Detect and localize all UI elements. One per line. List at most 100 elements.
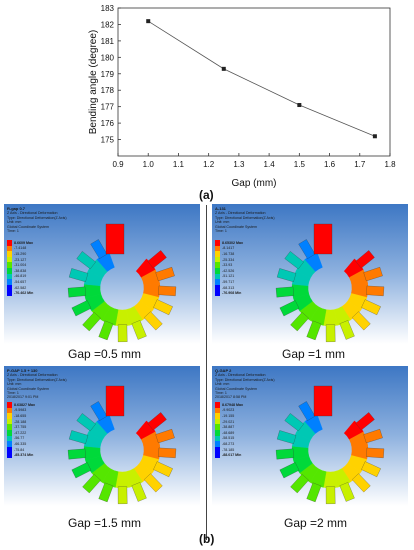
series-line — [148, 20, 376, 137]
legend-value: -37.755 — [14, 425, 27, 430]
legend-value: -9.5983 — [14, 408, 27, 413]
gear-tooth — [355, 250, 375, 269]
legend-swatch — [215, 413, 220, 419]
gear-tooth — [306, 320, 322, 341]
gear-tooth — [351, 473, 371, 493]
gear-tooth — [143, 311, 163, 331]
panel-info-line: Time: 1 — [7, 229, 19, 234]
legend-swatch — [7, 240, 12, 246]
legend-value: -23.127 — [14, 257, 27, 262]
legend-value: -54.657 — [14, 279, 27, 284]
legend-swatch — [7, 262, 12, 268]
x-tick-label: 1.1 — [173, 160, 185, 169]
legend-value: -7.4148 — [14, 246, 27, 251]
panel-info-line: Z Axis - Directional Deformation — [215, 211, 266, 216]
gear-tooth — [131, 320, 147, 340]
legend-row: -37.755 — [7, 424, 35, 430]
legend-row: -9.5983 — [7, 407, 35, 414]
legend-value: -8.1417 — [222, 246, 235, 251]
legend-value: -62.582 — [14, 285, 27, 290]
panel-info-line: Unit: mm — [7, 220, 22, 225]
panel-info-line: Time: 1 — [7, 391, 19, 396]
legend-row: 8.63827 Max — [7, 402, 35, 408]
legend-row: -70.462 Min — [7, 290, 33, 296]
gear-tooth — [290, 474, 309, 494]
legend-row: -31.004 — [7, 262, 33, 268]
panel-title: A-131 — [215, 206, 226, 211]
deformed-ring-model — [275, 223, 385, 342]
y-ticks: 175 176 177 178 179 180 181 182 183 — [101, 4, 121, 145]
legend-swatch — [7, 452, 12, 458]
legend-value: -78.185 — [222, 447, 235, 452]
gear-tooth — [158, 447, 177, 459]
gear-tooth — [90, 239, 108, 259]
x-tick-label: 1.6 — [324, 160, 336, 169]
panel-info-line: Type: Directional Deformation(Z Axis) — [215, 377, 275, 382]
legend-value: -48.689 — [222, 430, 235, 435]
legend-row: -48.689 — [215, 429, 243, 436]
legend-row: -38.838 — [7, 267, 33, 274]
legend-value: -46.819 — [14, 274, 27, 279]
gear-tooth — [155, 428, 175, 444]
legend-value: -85.374 Min — [14, 453, 34, 458]
gear-tooth — [284, 413, 304, 432]
legend-value: -31.004 — [14, 263, 27, 268]
gear-tooth — [90, 401, 108, 421]
legend-swatch — [7, 290, 12, 296]
legend-row: -16.738 — [215, 251, 243, 257]
legend-row: -62.582 — [7, 284, 33, 291]
legend-value: -38.838 — [14, 268, 27, 273]
deformed-ring-model — [67, 385, 177, 504]
panel-info-line: Type: Directional Deformation(Z Axis) — [215, 215, 275, 220]
gear-tooth — [117, 486, 128, 504]
fixed-block — [313, 385, 333, 417]
legend-value: -18.655 — [14, 413, 27, 418]
x-tick-label: 1.8 — [384, 160, 396, 169]
legend-value: -66.335 — [14, 441, 27, 446]
legend-row: 8.67948 Max — [215, 402, 243, 408]
legend-swatch — [215, 251, 220, 257]
gear-tooth — [298, 401, 316, 421]
legend-value: -68.313 — [222, 285, 235, 290]
gear-tooth — [363, 428, 383, 444]
legend-value: -56.77 — [14, 436, 25, 441]
color-legend: 8.67948 Max -9.9023 -19.155 -29.021 -38.887-… — [215, 402, 243, 458]
legend-value: -33.93 — [222, 263, 233, 268]
y-tick-label: 176 — [101, 119, 115, 128]
x-tick-label: 1.7 — [354, 160, 366, 169]
gear-tooth — [306, 482, 322, 503]
panel-title: Q-GAP 2 — [215, 368, 232, 373]
simulation-panel-gap-1-5: P-GAP 1.5 + 130 Z Axis - Directional Defo… — [4, 366, 200, 506]
gear-tooth — [276, 430, 297, 445]
panel-info-line: 2018/2017 8:58 PM — [215, 395, 247, 400]
color-legend: 8.65302 Max -8.1417 -16.738 -25.334 -33.93 -4… — [215, 240, 243, 296]
legend-row: -58.515 — [215, 435, 243, 442]
gear-tooth — [82, 474, 101, 494]
gear-tooth — [71, 300, 92, 317]
legend-swatch — [7, 251, 12, 257]
legend-value: -19.155 — [222, 413, 235, 418]
y-tick-label: 183 — [101, 4, 115, 13]
gear-tooth — [276, 268, 297, 283]
gear-tooth — [366, 285, 385, 297]
color-legend: 8.6609 Max -7.4148 -15.290 -23.127 -31.004 -3… — [7, 240, 33, 296]
legend-swatch — [7, 279, 12, 285]
gear-tooth — [279, 300, 300, 317]
panel-divider — [206, 205, 207, 540]
x-tick-label: 1.4 — [264, 160, 276, 169]
legend-value: 8.63827 Max — [14, 402, 35, 407]
gear-tooth — [363, 266, 383, 282]
gear-tooth — [275, 448, 294, 460]
x-tick-label: 0.9 — [112, 160, 124, 169]
legend-swatch — [7, 245, 12, 252]
legend-row: -18.655 — [7, 413, 35, 419]
legend-row: -66.335 — [7, 441, 35, 447]
legend-row: -29.021 — [215, 418, 243, 425]
legend-row: -28.188 — [7, 418, 35, 425]
legend-value: -59.717 — [222, 279, 235, 284]
color-legend: 8.63827 Max -9.5983 -18.655 -28.188 -37.755 -… — [7, 402, 35, 458]
legend-swatch — [215, 429, 220, 436]
gear-tooth — [147, 250, 167, 269]
data-point — [372, 134, 377, 139]
legend-row: -78.185 — [215, 446, 243, 453]
